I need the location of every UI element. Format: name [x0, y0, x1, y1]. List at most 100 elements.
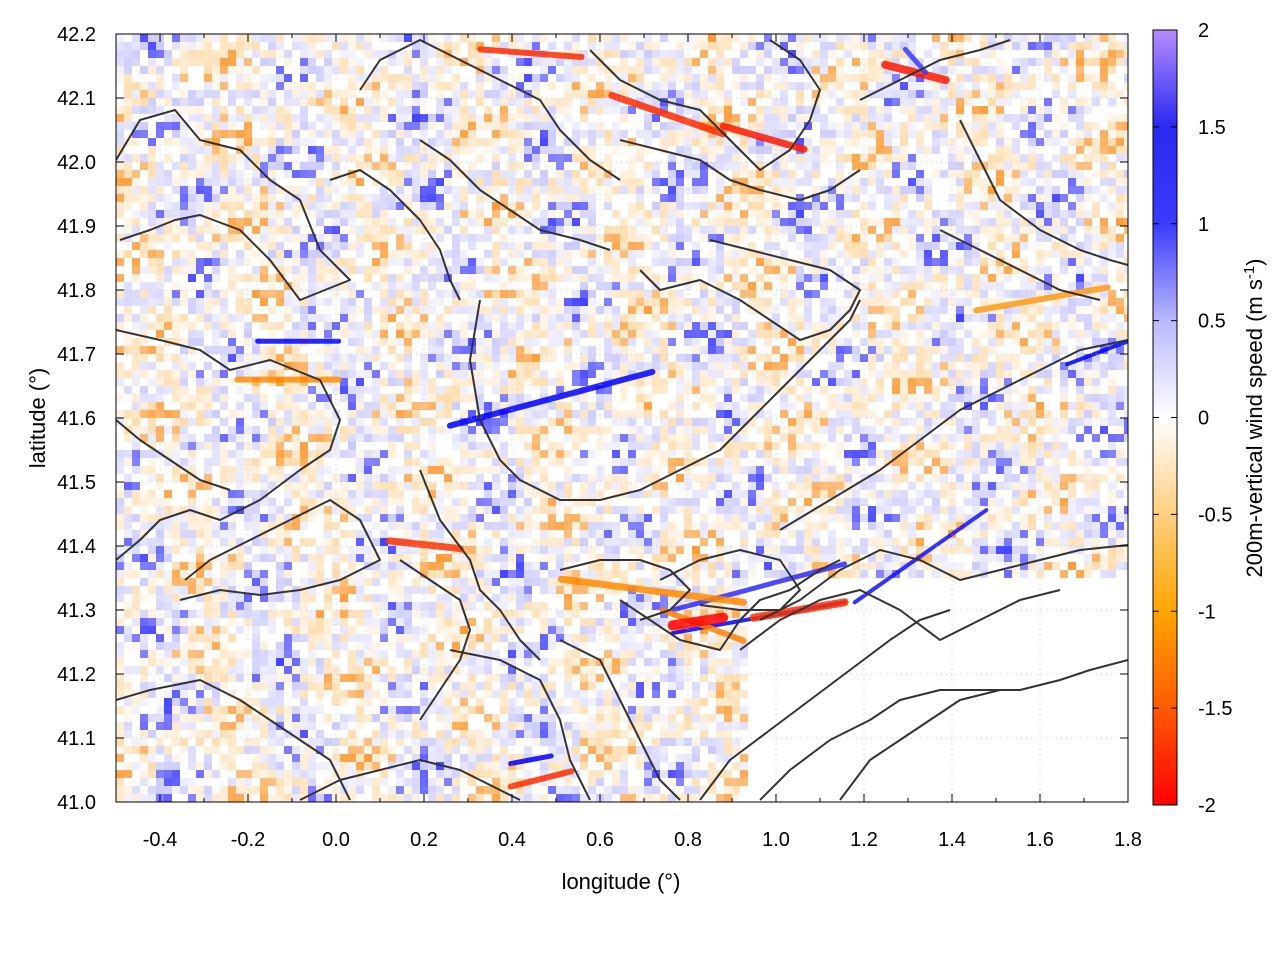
heatmap-cell: [364, 194, 372, 202]
heatmap-cell: [308, 90, 316, 98]
heatmap-cell: [548, 298, 556, 306]
heatmap-cell: [876, 186, 884, 194]
heatmap-cell: [204, 50, 212, 58]
heatmap-cell: [972, 338, 980, 346]
heatmap-cell: [324, 402, 332, 410]
heatmap-cell: [1116, 354, 1124, 362]
heatmap-cell: [740, 42, 748, 50]
heatmap-cell: [1124, 50, 1128, 58]
heatmap-cell: [836, 226, 844, 234]
heatmap-cell: [580, 66, 588, 74]
heatmap-cell: [908, 210, 916, 218]
heatmap-cell: [676, 434, 684, 442]
heatmap-cell: [756, 442, 764, 450]
heatmap-cell: [596, 434, 604, 442]
heatmap-cell: [732, 434, 740, 442]
heatmap-cell: [644, 114, 652, 122]
heatmap-cell: [396, 90, 404, 98]
heatmap-cell: [428, 418, 436, 426]
heatmap-cell: [788, 370, 796, 378]
heatmap-cell: [820, 282, 828, 290]
heatmap-cell: [892, 306, 900, 314]
heatmap-cell: [236, 66, 244, 74]
heatmap-cell: [812, 242, 820, 250]
heatmap-cell: [172, 370, 180, 378]
heatmap-cell: [236, 314, 244, 322]
heatmap-cell: [236, 50, 244, 58]
heatmap-cell: [692, 58, 700, 66]
heatmap-cell: [700, 154, 708, 162]
heatmap-cell: [140, 434, 148, 442]
heatmap-cell: [276, 114, 284, 122]
heatmap-cell: [940, 114, 948, 122]
heatmap-cell: [660, 58, 668, 66]
heatmap-cell: [620, 322, 628, 330]
heatmap-cell: [852, 322, 860, 330]
heatmap-cell: [748, 410, 756, 418]
heatmap-cell: [596, 234, 604, 242]
heatmap-cell: [924, 98, 932, 106]
heatmap-cell: [588, 130, 596, 138]
heatmap-cell: [908, 114, 916, 122]
heatmap-cell: [636, 74, 644, 82]
heatmap-cell: [300, 66, 308, 74]
heatmap-cell: [604, 154, 612, 162]
heatmap-cell: [828, 42, 836, 50]
heatmap-cell: [1068, 426, 1076, 434]
heatmap-cell: [652, 50, 660, 58]
heatmap-cell: [724, 330, 732, 338]
heatmap-cell: [756, 330, 764, 338]
heatmap-cell: [564, 58, 572, 66]
heatmap-cell: [180, 138, 188, 146]
heatmap-cell: [940, 338, 948, 346]
heatmap-cell: [1108, 34, 1116, 42]
heatmap-cell: [1092, 386, 1100, 394]
heatmap-cell: [140, 242, 148, 250]
heatmap-cell: [612, 434, 620, 442]
heatmap-cell: [876, 378, 884, 386]
heatmap-cell: [972, 290, 980, 298]
heatmap-cell: [772, 98, 780, 106]
heatmap-cell: [956, 378, 964, 386]
heatmap-cell: [988, 130, 996, 138]
heatmap-cell: [452, 218, 460, 226]
heatmap-cell: [964, 282, 972, 290]
heatmap-cell: [460, 426, 468, 434]
heatmap-cell: [452, 362, 460, 370]
heatmap-cell: [204, 250, 212, 258]
heatmap-cell: [284, 218, 292, 226]
heatmap-cell: [316, 450, 324, 458]
heatmap-cell: [172, 130, 180, 138]
heatmap-cell: [1028, 122, 1036, 130]
heatmap-cell: [740, 98, 748, 106]
heatmap-cell: [540, 258, 548, 266]
heatmap-cell: [476, 122, 484, 130]
heatmap-cell: [436, 218, 444, 226]
heatmap-cell: [1108, 290, 1116, 298]
heatmap-cell: [604, 306, 612, 314]
heatmap-cell: [188, 250, 196, 258]
heatmap-cell: [116, 410, 124, 418]
heatmap-cell: [852, 74, 860, 82]
heatmap-cell: [412, 426, 420, 434]
heatmap-cell: [348, 378, 356, 386]
heatmap-cell: [508, 154, 516, 162]
heatmap-cell: [1044, 322, 1052, 330]
heatmap-cell: [500, 338, 508, 346]
heatmap-cell: [916, 330, 924, 338]
heatmap-cell: [724, 42, 732, 50]
heatmap-cell: [156, 218, 164, 226]
heatmap-cell: [364, 370, 372, 378]
heatmap-cell: [340, 434, 348, 442]
heatmap-cell: [356, 34, 364, 42]
heatmap-cell: [748, 418, 756, 426]
heatmap-cell: [724, 154, 732, 162]
heatmap-cell: [244, 98, 252, 106]
heatmap-cell: [1108, 306, 1116, 314]
heatmap-cell: [836, 322, 844, 330]
heatmap-cell: [1012, 434, 1020, 442]
heatmap-cell: [244, 242, 252, 250]
heatmap-cell: [236, 106, 244, 114]
heatmap-cell: [788, 442, 796, 450]
heatmap-cell: [276, 74, 284, 82]
